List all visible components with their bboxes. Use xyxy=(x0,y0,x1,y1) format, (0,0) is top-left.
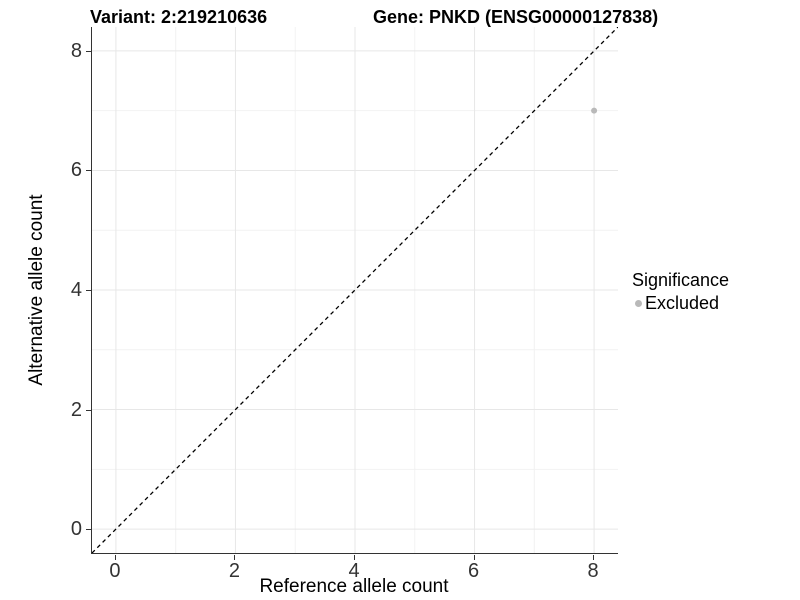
legend-item-excluded: Excluded xyxy=(628,293,800,314)
x-axis-tick xyxy=(114,554,116,560)
legend-point-swatch-icon xyxy=(635,300,642,307)
plot-area xyxy=(92,27,618,553)
plot-panel xyxy=(91,27,618,554)
identity-reference-line xyxy=(92,27,618,553)
legend: Significance Excluded xyxy=(628,270,800,314)
y-tick-label: 8 xyxy=(70,39,82,62)
x-axis-tick xyxy=(354,554,355,560)
y-tick-label: 4 xyxy=(70,279,82,301)
y-tick-label: 0 xyxy=(70,518,82,541)
x-tick-label: 2 xyxy=(228,560,241,582)
x-tick-label: 4 xyxy=(348,560,360,582)
y-tick-label: 6 xyxy=(70,159,82,182)
y-axis-tick xyxy=(86,290,91,291)
x-axis-title: Reference allele count xyxy=(259,576,449,597)
y-axis-tick xyxy=(86,170,91,172)
data-point-excluded xyxy=(591,107,598,114)
x-axis-tick xyxy=(234,554,236,560)
y-axis-tick xyxy=(86,529,91,531)
plot-title-variant: Variant: 2:219210636 xyxy=(90,7,268,27)
legend-title: Significance xyxy=(632,270,730,290)
x-axis-tick xyxy=(473,554,475,560)
y-tick-label: 2 xyxy=(70,398,82,421)
x-axis-tick xyxy=(593,554,595,560)
legend-item-label: Excluded xyxy=(645,293,720,313)
x-tick-label: 8 xyxy=(587,560,599,582)
x-tick-label: 0 xyxy=(109,560,121,582)
x-tick-label: 6 xyxy=(467,560,480,582)
plot-title-gene: Gene: PNKD (ENSG00000127838) xyxy=(373,7,659,27)
y-axis-tick xyxy=(86,409,91,411)
y-axis-tick xyxy=(86,50,91,52)
